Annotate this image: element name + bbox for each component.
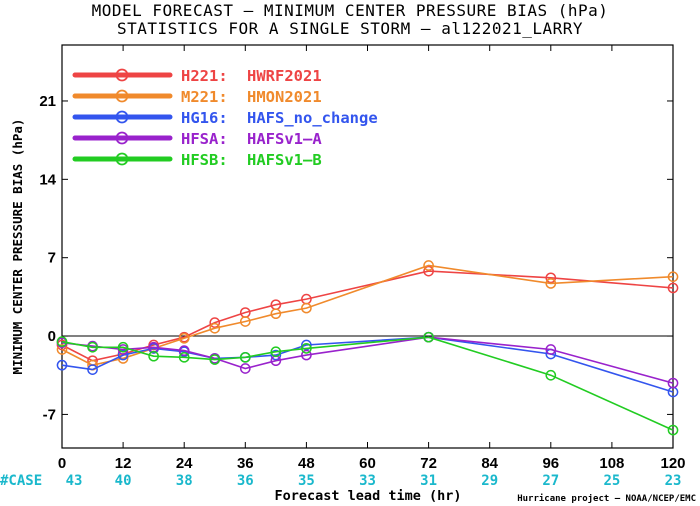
data-point — [148, 350, 159, 362]
data-point — [667, 377, 679, 389]
legend-label: HAFSv1–A — [247, 130, 322, 148]
x-tick-label: 60 — [359, 455, 376, 472]
case-count: 38 — [176, 473, 193, 489]
data-point — [301, 343, 312, 354]
data-point — [117, 349, 129, 361]
legend-label: HWRF2021 — [247, 67, 322, 85]
data-point — [423, 260, 434, 271]
legend-marker — [115, 131, 129, 145]
data-point — [56, 359, 68, 371]
series-lines — [56, 260, 679, 436]
legend-marker — [115, 89, 129, 103]
x-tick-label: 24 — [176, 455, 193, 472]
data-point — [270, 349, 282, 361]
x-tick-label: 108 — [599, 455, 624, 472]
x-tick-label: 12 — [115, 455, 132, 472]
x-tick-label: 72 — [420, 455, 437, 472]
data-point — [209, 354, 221, 365]
case-count: 33 — [359, 473, 376, 489]
data-point — [56, 344, 68, 355]
data-point — [545, 344, 557, 355]
y-tick-label: -7 — [43, 406, 56, 423]
data-point — [87, 364, 98, 375]
x-tick-label: 48 — [298, 455, 315, 472]
legend-code: HFSA: — [181, 130, 228, 148]
data-point — [301, 349, 312, 361]
case-count: 27 — [542, 473, 559, 489]
axis-labels: MINIMUM CENTER PRESSURE BIAS (hPa) #CASE 4… — [0, 119, 696, 504]
data-point — [56, 336, 68, 348]
y-tick-label: 14 — [39, 171, 56, 188]
case-count: 43 — [66, 473, 83, 489]
case-count: 40 — [115, 473, 132, 489]
legend-code: HG16: — [181, 109, 228, 127]
data-point — [667, 282, 679, 294]
data-point — [301, 339, 312, 351]
case-count: 35 — [298, 473, 315, 489]
data-point — [667, 271, 679, 283]
data-point — [423, 265, 434, 277]
data-point — [178, 351, 190, 363]
data-point — [239, 316, 251, 327]
data-point — [209, 317, 221, 328]
credit-text: Hurricane project – NOAA/NCEP/EMC — [517, 493, 696, 504]
data-point — [301, 302, 312, 314]
legend-label: HAFS_no_change — [247, 109, 378, 127]
case-label: #CASE — [0, 473, 42, 489]
x-tick-label: 0 — [58, 455, 66, 472]
plot-frame — [61, 44, 674, 449]
data-point — [87, 341, 98, 353]
legend-marker — [115, 68, 129, 82]
legend-code: M221: — [181, 88, 228, 106]
data-point — [423, 331, 434, 343]
data-point — [270, 346, 282, 358]
case-count: 36 — [237, 473, 254, 489]
data-point — [239, 363, 251, 374]
data-point — [667, 424, 679, 436]
case-count: 31 — [420, 473, 437, 489]
y-tick-label: 21 — [39, 93, 56, 110]
case-count: 23 — [665, 473, 682, 489]
x-tick-label: 120 — [660, 455, 685, 472]
y-tick-label: 0 — [48, 328, 56, 345]
legend-marker — [115, 152, 129, 166]
legend: H221: HWRF2021 M221: HMON2021 HG16: HAFS_no_c… — [72, 67, 378, 169]
x-tick-label: 36 — [237, 455, 254, 472]
chart-subtitle: STATISTICS FOR A SINGLE STORM – al122021… — [116, 19, 584, 38]
axes: 0 12 24 36 48 60 72 84 96 108 120 -7 0 7 14 21 — [39, 44, 686, 472]
data-point — [209, 322, 221, 334]
x-tick-label: 84 — [481, 455, 498, 472]
case-count: 29 — [481, 473, 498, 489]
data-point — [178, 332, 190, 344]
data-point — [239, 351, 251, 363]
data-point — [117, 341, 129, 353]
data-point — [545, 369, 557, 381]
legend-code: HFSB: — [181, 151, 228, 169]
x-axis-label: Forecast lead time (hr) — [275, 488, 462, 504]
data-point — [545, 272, 557, 284]
data-point — [545, 278, 557, 289]
legend-label: HMON2021 — [247, 88, 322, 106]
case-count: 25 — [603, 473, 620, 489]
chart-title: MODEL FORECAST – MINIMUM CENTER PRESSURE… — [91, 1, 609, 20]
data-point — [270, 308, 282, 320]
y-axis-label: MINIMUM CENTER PRESSURE BIAS (hPa) — [10, 119, 25, 375]
x-tick-label: 96 — [542, 455, 559, 472]
legend-label: HAFSv1–B — [247, 151, 322, 169]
data-point — [178, 345, 190, 356]
y-tick-label: 7 — [48, 250, 56, 267]
legend-marker — [115, 110, 129, 124]
legend-code: H221: — [181, 67, 228, 85]
